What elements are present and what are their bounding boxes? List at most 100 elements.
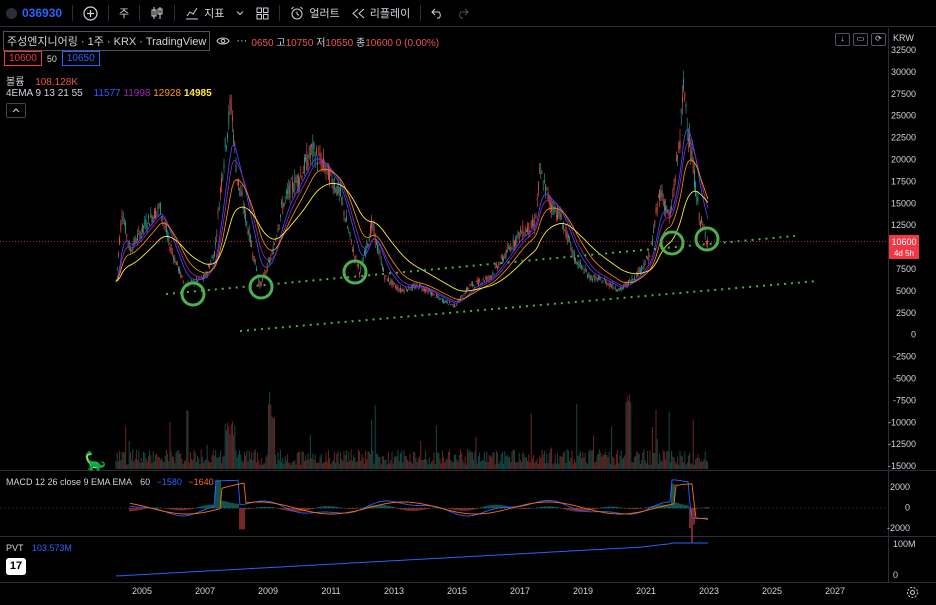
macd-histogram-bar [277, 508, 279, 509]
indicators-button[interactable]: 지표 [179, 0, 230, 27]
maximize-icon[interactable]: ▭ [853, 33, 868, 46]
redo-button[interactable] [450, 0, 475, 27]
volume-bar [186, 410, 188, 469]
symbol-search[interactable]: 036930 [0, 0, 68, 27]
volume-bar [548, 453, 550, 469]
buy-price-box[interactable]: 10650 [61, 51, 100, 66]
macd-histogram-bar [535, 507, 537, 509]
candle-body [174, 257, 176, 263]
replay-button[interactable]: 리플레이 [346, 0, 416, 27]
layouts-button[interactable] [250, 0, 275, 27]
candle-body [131, 250, 132, 252]
candle-body [293, 189, 294, 192]
candle-body [564, 228, 566, 230]
volume-bar [438, 452, 440, 469]
candle-body [198, 276, 200, 280]
volume-bar [537, 463, 539, 469]
last-price-value: 10600 [891, 237, 916, 247]
candle-body [223, 163, 225, 169]
alerts-button[interactable]: 얼러트 [284, 0, 345, 27]
macd-histogram-bar [415, 508, 417, 511]
candle-body [160, 202, 161, 215]
candle-body [684, 92, 686, 101]
candle-body [584, 267, 586, 271]
volume-bar [657, 463, 659, 469]
volume-bar [224, 423, 226, 469]
volume-value: 108.128K [35, 77, 79, 88]
volume-bar [699, 462, 701, 469]
candle-body [467, 287, 468, 291]
collapse-legend-button[interactable] [6, 103, 26, 118]
volume-bar [293, 461, 295, 469]
volume-bar [594, 462, 596, 469]
volume-bar [128, 440, 130, 469]
volume-bar [386, 464, 388, 469]
volume-bar [361, 453, 363, 469]
macd-histogram-bar [561, 508, 563, 509]
sell-price-box[interactable]: 10600 [4, 51, 42, 66]
candle-body [698, 213, 700, 220]
candle-body [238, 178, 239, 187]
candle-body [472, 282, 473, 286]
compare-button[interactable] [77, 0, 104, 27]
support-circle [694, 226, 720, 252]
eye-icon[interactable] [216, 36, 230, 46]
macd-histogram-bar [503, 505, 505, 509]
divider [174, 5, 176, 21]
interval-button[interactable]: 주 [113, 0, 135, 27]
price-axis-label: -5000 [893, 374, 916, 384]
macd-histogram-bar [379, 504, 381, 509]
candle-body [599, 276, 600, 278]
candle-body [541, 173, 543, 174]
macd-histogram-bar [205, 505, 207, 509]
volume-bar [396, 456, 398, 469]
macd-histogram-bar [543, 506, 545, 509]
macd-histogram-bar [659, 504, 661, 509]
volume-bar [170, 451, 172, 469]
volume-bar [140, 458, 142, 469]
price-axis-label: 7500 [896, 264, 916, 274]
candle-body [254, 258, 256, 265]
candle-body [612, 283, 614, 289]
macd-histogram-bar [223, 500, 225, 509]
volume-bar [665, 459, 667, 469]
candle-body [406, 290, 407, 291]
volume-bar [320, 453, 322, 469]
candle-body [613, 287, 615, 289]
volume-bar [239, 450, 241, 469]
arrow-down-icon[interactable]: ↓ [835, 33, 850, 46]
macd-histogram-bar [553, 506, 555, 509]
volume-bar [303, 460, 305, 469]
candle-body [269, 259, 270, 263]
candle-body [216, 234, 218, 237]
volume-bar [493, 452, 495, 469]
chart-type-button[interactable] [144, 0, 170, 27]
volume-bar [367, 451, 369, 469]
more-icon[interactable]: ··· [236, 35, 248, 47]
indicators-dropdown[interactable] [230, 0, 250, 27]
macd-histogram-bar [645, 507, 647, 509]
settings-button[interactable] [906, 586, 919, 602]
macd-histogram-bar [477, 508, 479, 509]
undo-button[interactable] [425, 0, 450, 27]
volume-bar [149, 450, 151, 469]
candle-body [286, 191, 287, 194]
macd-histogram-bar [307, 508, 309, 511]
price-chart[interactable]: 3250030000275002500022500200001750015000… [0, 28, 936, 605]
candle-body [512, 238, 514, 248]
candle-body [658, 196, 659, 197]
chart-title[interactable]: 주성엔지니어링 · 1주 · KRX · TradingView [3, 31, 211, 51]
candle-body [409, 289, 411, 291]
candle-body [281, 202, 282, 204]
macd-histogram-bar [457, 508, 459, 511]
macd-histogram-bar [617, 507, 619, 509]
volume-bar [559, 456, 561, 469]
volume-bar [529, 462, 531, 469]
macd-signal-value: −1640 [188, 477, 214, 487]
candle-body [486, 276, 488, 281]
volume-bar [471, 452, 473, 469]
macd-histogram-bar [237, 503, 239, 509]
macd-histogram-bar [345, 508, 347, 509]
candle-body [176, 261, 178, 266]
refresh-icon[interactable]: ⟳ [871, 33, 886, 46]
